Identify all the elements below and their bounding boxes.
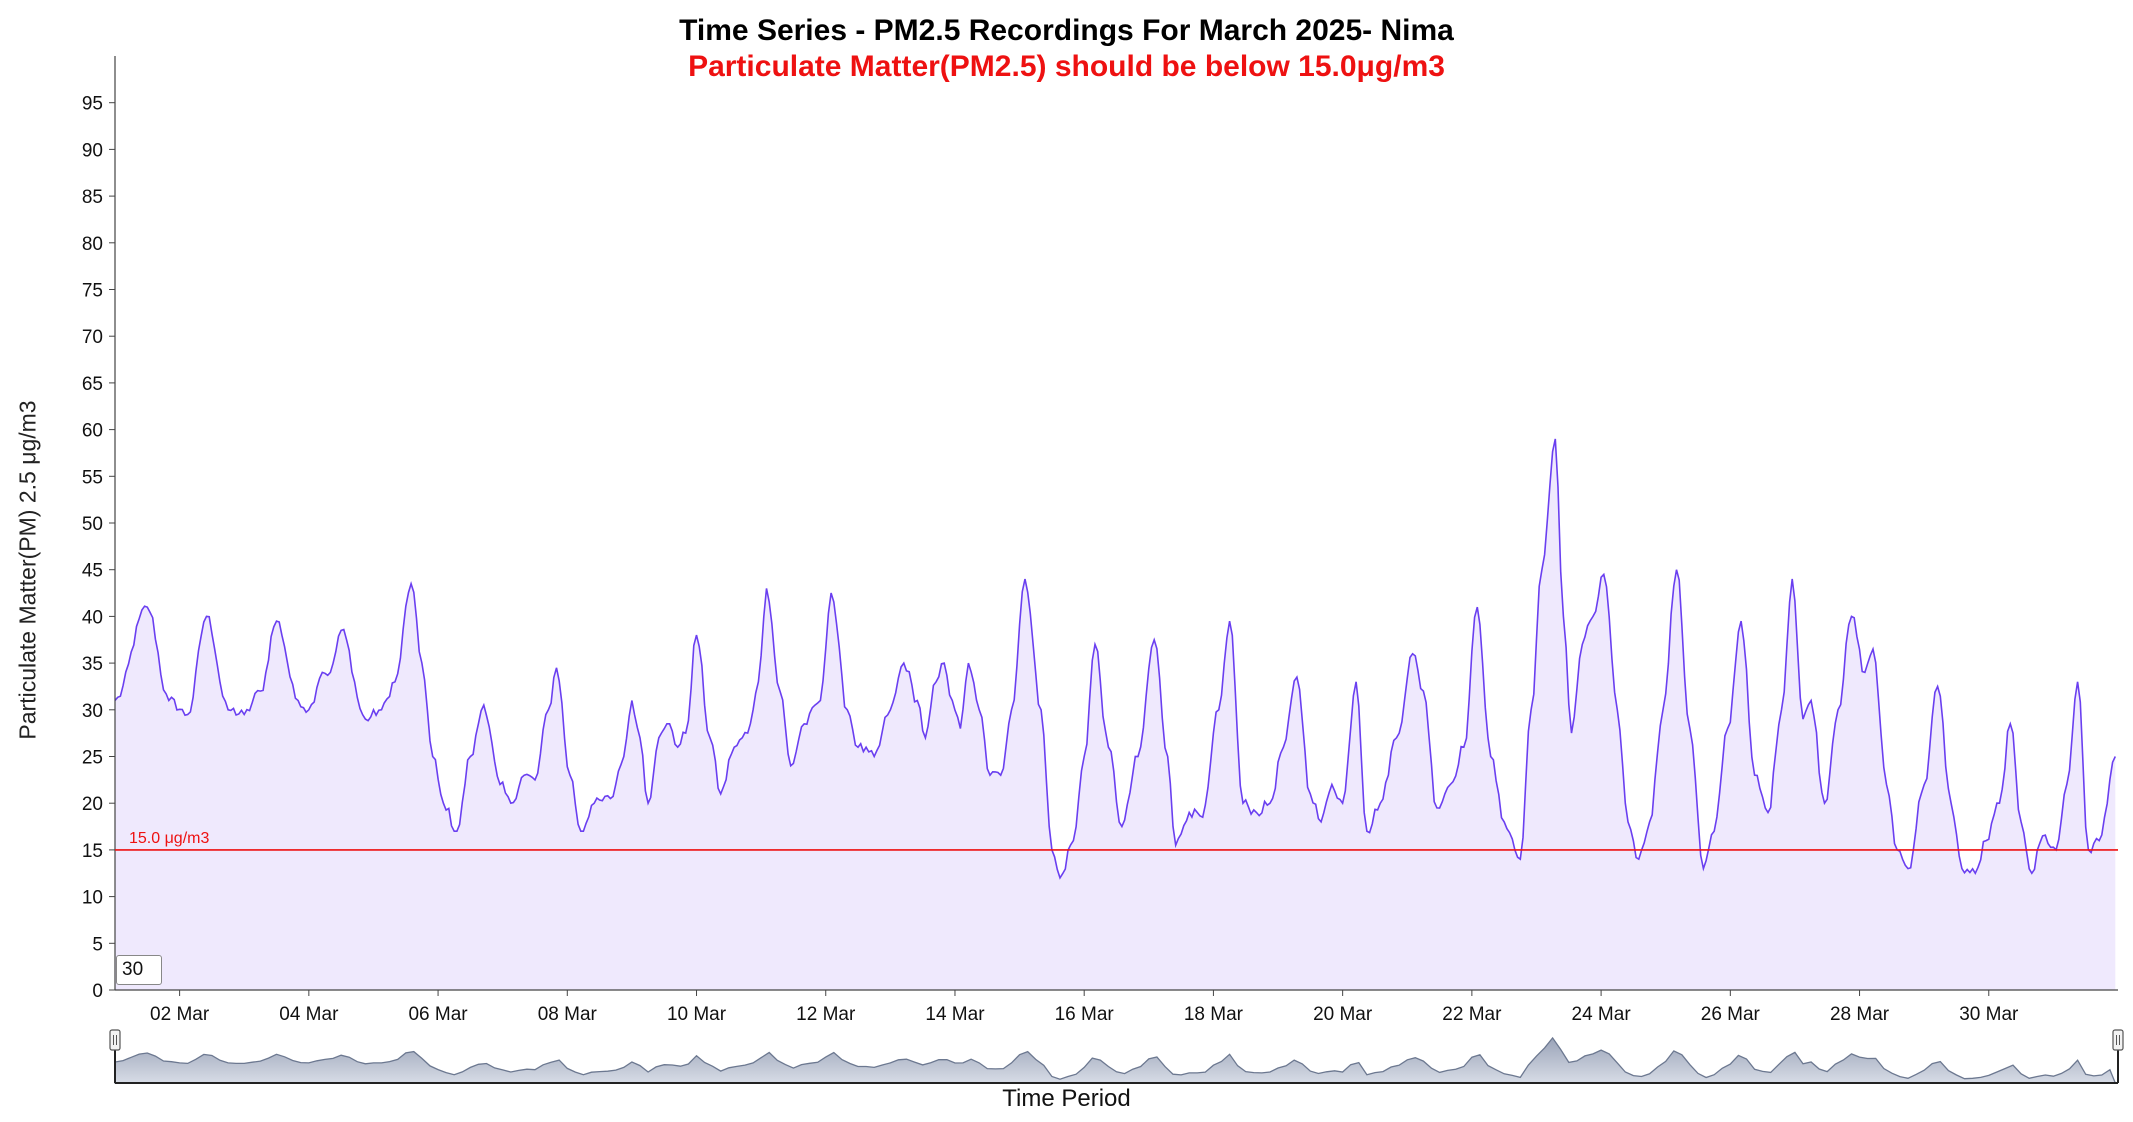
y-tick-label: 15 [82, 841, 103, 862]
x-tick-label: 06 Mar [408, 1004, 468, 1025]
y-tick-label: 25 [82, 748, 103, 769]
y-tick-label: 5 [92, 934, 103, 955]
y-tick-label: 60 [82, 421, 103, 442]
x-tick-label: 08 Mar [538, 1004, 598, 1025]
chart-subtitle: Particulate Matter(PM2.5) should be belo… [688, 50, 1445, 83]
y-tick-label: 55 [82, 467, 103, 488]
y-tick-label: 90 [82, 140, 103, 161]
rolling-average-input[interactable] [116, 955, 162, 985]
chart-title: Time Series - PM2.5 Recordings For March… [679, 14, 1454, 47]
x-tick-label: 30 Mar [1959, 1004, 2019, 1025]
series-area-fill [115, 438, 2116, 990]
series-line [114, 438, 2117, 880]
x-tick-label: 28 Mar [1830, 1004, 1890, 1025]
navigator-series [114, 1036, 2117, 1084]
y-tick-label: 10 [82, 888, 103, 909]
navigator-left-handle[interactable] [109, 1029, 121, 1051]
y-tick-label: 95 [82, 94, 103, 115]
y-tick-label: 50 [82, 514, 103, 535]
x-tick-label: 02 Mar [150, 1004, 210, 1025]
y-tick-label: 40 [82, 607, 103, 628]
x-tick-label: 10 Mar [667, 1004, 727, 1025]
y-tick-label: 0 [92, 981, 103, 1002]
y-tick-label: 30 [82, 701, 103, 722]
y-tick-label: 70 [82, 327, 103, 348]
x-tick-label: 18 Mar [1184, 1004, 1244, 1025]
y-tick-label: 35 [82, 654, 103, 675]
x-tick-label: 16 Mar [1055, 1004, 1115, 1025]
x-tick-label: 20 Mar [1313, 1004, 1373, 1025]
x-tick-label: 22 Mar [1442, 1004, 1502, 1025]
y-tick-label: 85 [82, 187, 103, 208]
x-tick-label: 04 Mar [279, 1004, 339, 1025]
y-tick-label: 65 [82, 374, 103, 395]
x-tick-label: 26 Mar [1701, 1004, 1761, 1025]
x-tick-label: 14 Mar [925, 1004, 985, 1025]
x-tick-label: 12 Mar [796, 1004, 856, 1025]
x-tick-label: 24 Mar [1572, 1004, 1632, 1025]
y-tick-label: 20 [82, 794, 103, 815]
navigator-right-handle[interactable] [2112, 1029, 2124, 1051]
threshold-label: 15.0 μg/m3 [129, 830, 209, 847]
x-axis-label: Time Period [1002, 1085, 1131, 1112]
y-tick-label: 80 [82, 234, 103, 255]
y-tick-label: 45 [82, 561, 103, 582]
y-tick-label: 75 [82, 281, 103, 302]
